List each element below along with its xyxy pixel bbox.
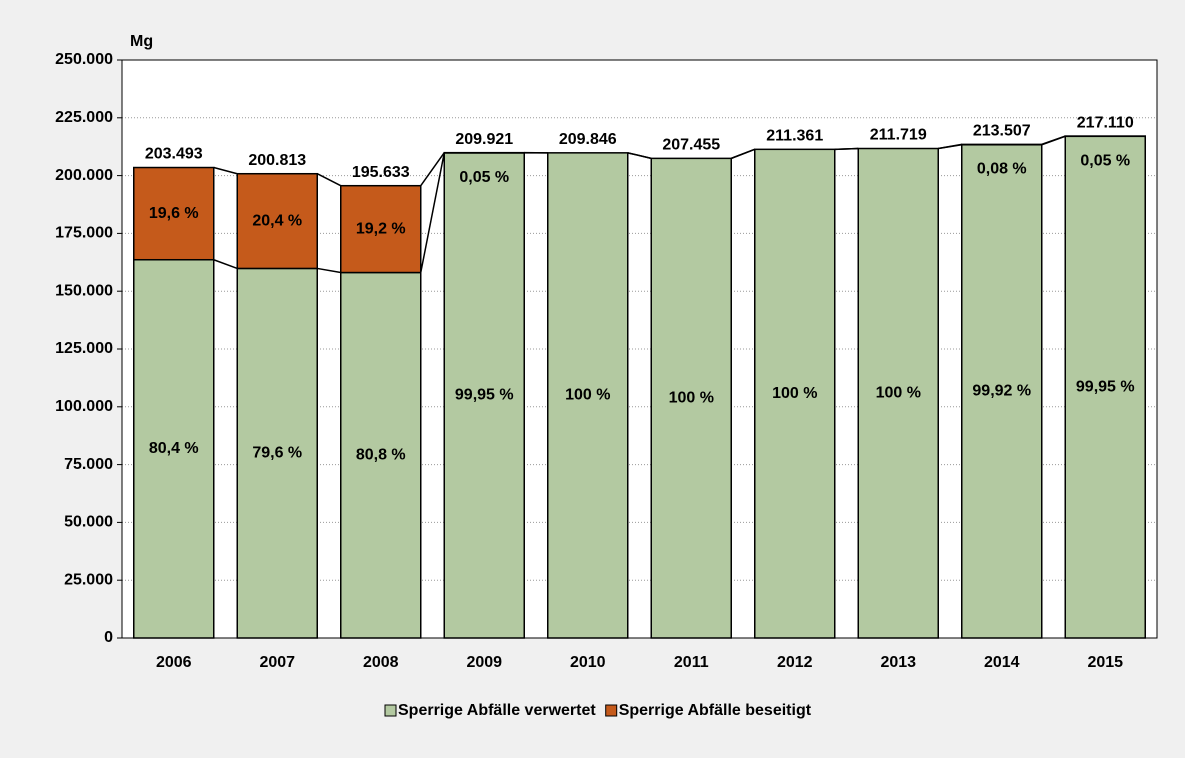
legend-swatch xyxy=(384,704,397,717)
x-tick-label: 2014 xyxy=(984,654,1020,671)
y-axis-unit: Mg xyxy=(130,33,153,50)
percent-label: 100 % xyxy=(876,384,921,401)
percent-label: 79,6 % xyxy=(252,444,302,461)
x-tick-label: 2009 xyxy=(466,654,502,671)
bar-segment xyxy=(1064,135,1146,639)
x-tick-label: 2015 xyxy=(1087,654,1123,671)
series-connector xyxy=(317,267,341,274)
y-tick-label: 250.000 xyxy=(55,51,113,68)
percent-label: 80,8 % xyxy=(356,446,406,463)
percent-label: 19,2 % xyxy=(356,220,406,237)
total-label: 211.361 xyxy=(766,128,823,145)
legend-label: Sperrige Abfälle beseitigt xyxy=(619,702,812,719)
percent-label: 100 % xyxy=(565,387,610,404)
percent-label: 0,05 % xyxy=(459,169,509,186)
percent-label: 99,95 % xyxy=(455,387,514,404)
bar-segment xyxy=(236,172,318,270)
x-tick-label: 2010 xyxy=(570,654,606,671)
total-label: 209.921 xyxy=(455,131,513,148)
x-tick-label: 2007 xyxy=(259,654,295,671)
y-tick-label: 75.000 xyxy=(64,456,113,473)
bar-segment xyxy=(857,147,939,639)
y-tick-label: 125.000 xyxy=(55,340,113,357)
percent-label: 0,05 % xyxy=(1080,152,1130,169)
total-label: 203.493 xyxy=(145,146,203,163)
total-label: 217.110 xyxy=(1077,114,1134,131)
x-tick-label: 2008 xyxy=(363,654,399,671)
y-tick-label: 25.000 xyxy=(64,571,113,588)
y-tick-label: 100.000 xyxy=(55,398,113,415)
y-tick-label: 0 xyxy=(104,629,113,646)
series-connector xyxy=(213,259,238,270)
series-connector xyxy=(938,143,962,150)
series-connector xyxy=(834,147,859,151)
x-tick-label: 2011 xyxy=(674,654,709,671)
percent-label: 0,08 % xyxy=(977,161,1027,178)
bar-segment xyxy=(443,152,525,639)
total-label: 213.507 xyxy=(973,123,1031,140)
series-connector xyxy=(627,152,652,160)
percent-label: 19,6 % xyxy=(149,205,199,222)
bar-segment xyxy=(754,148,836,639)
x-tick-label: 2012 xyxy=(777,654,813,671)
percent-label: 80,4 % xyxy=(149,440,199,457)
series-connector xyxy=(1041,135,1066,146)
bar-segment xyxy=(650,157,732,639)
bar-segment xyxy=(547,152,629,639)
x-tick-label: 2006 xyxy=(156,654,192,671)
percent-label: 100 % xyxy=(669,389,714,406)
plot-border xyxy=(121,59,1158,639)
series-connector xyxy=(316,173,342,187)
series-connector xyxy=(730,148,756,160)
y-tick-label: 200.000 xyxy=(55,167,113,184)
percent-label: 20,4 % xyxy=(252,212,302,229)
bar-segment xyxy=(236,267,318,639)
total-label: 195.633 xyxy=(352,164,410,181)
bar-segment xyxy=(340,184,422,274)
total-label: 211.719 xyxy=(870,127,927,144)
legend-label: Sperrige Abfälle verwertet xyxy=(398,702,596,719)
percent-label: 99,92 % xyxy=(972,383,1031,400)
series-connector xyxy=(420,152,445,273)
x-tick-label: 2013 xyxy=(880,654,916,671)
legend-swatch xyxy=(605,704,618,717)
total-label: 200.813 xyxy=(248,152,306,169)
total-label: 209.846 xyxy=(559,131,617,148)
y-tick-label: 175.000 xyxy=(55,225,113,242)
percent-label: 99,95 % xyxy=(1076,378,1135,395)
total-label: 207.455 xyxy=(662,137,720,154)
bar-segment xyxy=(340,271,422,639)
percent-label: 100 % xyxy=(772,385,817,402)
series-connector xyxy=(213,166,238,175)
y-tick-label: 150.000 xyxy=(55,282,113,299)
bar-segment xyxy=(961,144,1043,639)
y-tick-label: 50.000 xyxy=(64,514,113,531)
bar-segment xyxy=(133,166,215,261)
series-connector xyxy=(420,152,445,187)
y-tick-label: 225.000 xyxy=(55,109,113,126)
bar-segment xyxy=(133,258,215,639)
